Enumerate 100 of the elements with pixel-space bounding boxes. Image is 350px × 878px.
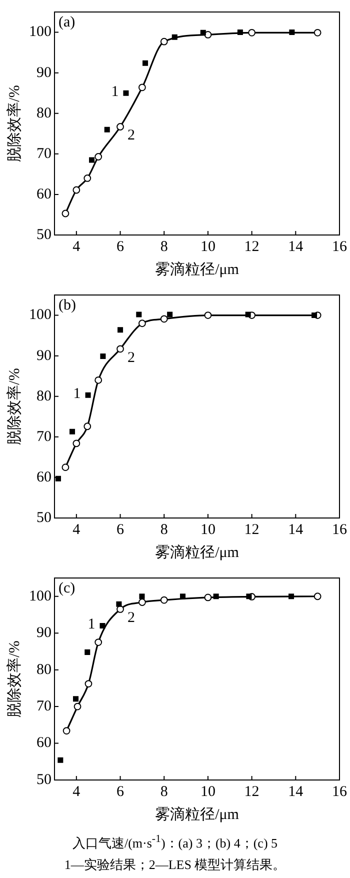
point (160, 596, 168, 604)
x-tick-label: 8 (160, 522, 168, 538)
point (62, 727, 70, 734)
text: 入口气速/(m·s$^{-1}$)：(a) 3；(b) 4；(c) 5 (71, 832, 279, 852)
point (94, 376, 102, 384)
y-tick-label: 100 (29, 307, 52, 324)
y-tick-label: 50 (36, 772, 52, 788)
y-tick-label: 80 (36, 388, 52, 404)
point (94, 638, 102, 646)
point (73, 696, 79, 702)
point (100, 353, 106, 359)
point (94, 153, 102, 160)
point (248, 28, 256, 36)
point (72, 186, 80, 194)
x-tick-label: 14 (288, 784, 304, 800)
point (160, 315, 168, 323)
point (136, 312, 142, 318)
y-tick-label: 90 (36, 348, 52, 364)
point (288, 594, 294, 600)
point (200, 30, 206, 36)
point (180, 594, 186, 600)
y-tick-label: 50 (36, 226, 52, 243)
y-tick-label: 100 (29, 588, 52, 604)
point (104, 126, 110, 132)
y-tick-label: 80 (36, 105, 52, 122)
x-tick-label: 6 (116, 238, 125, 255)
point (312, 312, 318, 318)
point (84, 680, 92, 688)
y-axis-title: 脱除效率/% (6, 85, 23, 162)
y-tick-label: 70 (36, 428, 52, 445)
point (74, 702, 82, 710)
x-tick-label: 6 (116, 784, 125, 800)
point (172, 34, 178, 40)
chart-title: (a) (58, 14, 76, 30)
x-axis-title: 雾滴粒径/μm (155, 806, 240, 823)
point (84, 422, 92, 430)
x-axis-title: 雾滴粒径/μm (155, 544, 240, 561)
y-tick-label: 70 (36, 698, 52, 714)
point (237, 30, 243, 36)
series-label: 1 (111, 84, 119, 100)
series-label: 1 (88, 616, 96, 633)
y-tick-label: 60 (36, 469, 52, 486)
series-label: 2 (128, 350, 136, 366)
x-tick-label: 12 (244, 238, 260, 255)
y-tick-label: 90 (36, 64, 52, 81)
x-tick-label: 12 (244, 522, 260, 538)
x-tick-label: 6 (116, 522, 125, 538)
x-tick-label: 10 (200, 522, 216, 538)
x-tick-label: 16 (332, 238, 348, 255)
point (138, 84, 146, 92)
x-tick-label: 14 (288, 522, 304, 538)
point (289, 30, 295, 36)
x-axis-title: 雾滴粒径/μm (155, 260, 240, 278)
point (167, 312, 173, 318)
x-tick-label: 12 (244, 784, 260, 800)
point (213, 594, 219, 600)
point (138, 598, 146, 606)
x-tick-label: 4 (72, 522, 81, 538)
x-tick-label: 14 (288, 238, 304, 255)
x-tick-label: 16 (332, 784, 348, 800)
x-tick-label: 4 (72, 238, 81, 255)
point (89, 157, 95, 163)
point (100, 622, 106, 629)
point (204, 312, 212, 319)
point (123, 90, 129, 96)
y-axis-title: 脱除效率/% (6, 640, 23, 718)
y-tick-label: 90 (36, 625, 52, 642)
point (55, 476, 61, 482)
y-axis-title: 脱除效率/% (6, 368, 23, 445)
x-tick-label: 8 (160, 784, 168, 800)
x-tick-label: 16 (332, 522, 348, 538)
point (58, 757, 64, 763)
text: 1—实验结果；2—LES 模型计算结果。 (63, 856, 287, 874)
x-tick-label: 10 (200, 238, 216, 255)
point (160, 38, 168, 46)
point (142, 60, 148, 66)
y-tick-label: 80 (36, 662, 52, 678)
y-tick-label: 60 (36, 186, 52, 202)
series-label: 2 (128, 610, 136, 626)
point (314, 592, 322, 600)
point (85, 392, 91, 398)
x-tick-label: 8 (160, 238, 168, 255)
point (118, 327, 124, 333)
point (84, 174, 92, 182)
point (139, 594, 145, 600)
point (62, 464, 70, 472)
point (72, 440, 80, 448)
chart-title: (b) (58, 297, 76, 314)
point (84, 649, 90, 655)
point (245, 312, 251, 318)
point (314, 28, 322, 36)
point (246, 594, 252, 600)
point (116, 601, 122, 607)
point (69, 428, 76, 434)
point (116, 123, 124, 130)
point (116, 345, 124, 353)
point (116, 606, 124, 613)
point (204, 594, 212, 602)
point (138, 320, 146, 328)
series-label: 1 (73, 386, 81, 402)
